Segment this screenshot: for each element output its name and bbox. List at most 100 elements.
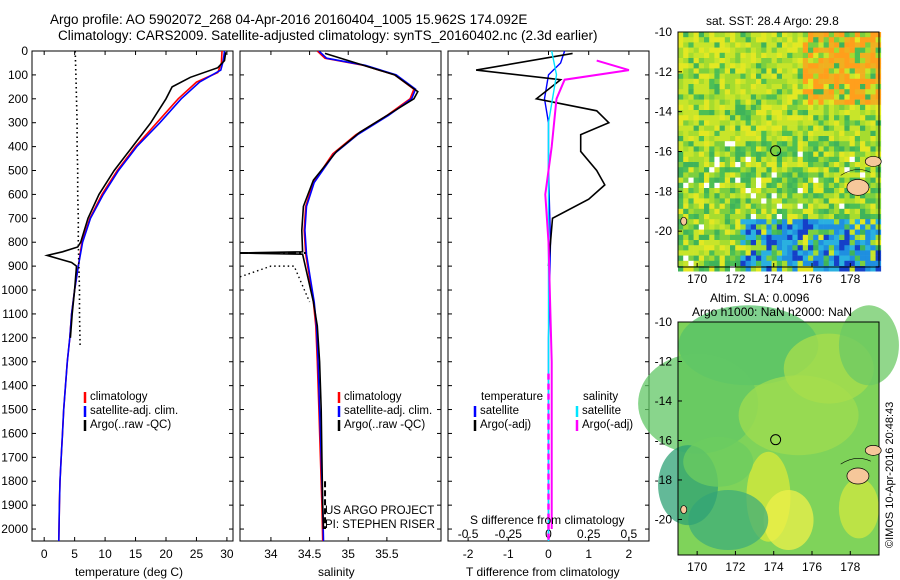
sst-cell — [860, 203, 866, 210]
sst-cell — [730, 188, 736, 194]
sst-cell — [678, 136, 684, 142]
sst-cell — [761, 245, 767, 251]
sst-cell — [709, 193, 715, 199]
sst-cell — [735, 219, 741, 225]
timestamp: ©IMOS 10-Apr-2016 20:48:43 — [884, 401, 896, 548]
sst-cell — [771, 177, 778, 184]
sst-cell — [704, 115, 710, 121]
sst-cell — [860, 172, 866, 178]
sst-cell — [854, 110, 861, 116]
sst-cell — [870, 47, 876, 54]
sst-cell — [808, 219, 814, 225]
sst-cell — [787, 84, 793, 90]
sst-cell — [719, 203, 726, 210]
sst-cell — [714, 136, 720, 142]
sst-cell — [724, 219, 731, 225]
sst-cell — [678, 42, 684, 48]
sst-cell — [813, 219, 819, 225]
sst-cell — [688, 229, 694, 236]
sst-cell — [828, 167, 835, 173]
sst-cell — [808, 63, 814, 69]
sst-cell — [834, 58, 840, 64]
sst-cell — [792, 146, 798, 152]
sst-cell — [766, 130, 772, 137]
sst-cell — [787, 167, 793, 173]
sst-cell — [818, 245, 824, 251]
sst-cell — [750, 177, 757, 184]
sst-cell — [756, 182, 762, 189]
sst-cell — [698, 172, 705, 178]
sst-cell — [839, 198, 845, 204]
sst-cell — [854, 68, 861, 74]
sst-cell — [724, 229, 731, 236]
sst-cell — [693, 94, 700, 100]
sst-cell — [776, 68, 783, 74]
sst-cell — [750, 193, 757, 199]
sst-cell — [745, 47, 752, 54]
sst-cell — [818, 234, 824, 241]
sst-cell — [854, 120, 861, 126]
sst-cell — [756, 260, 762, 267]
sst-cell — [771, 141, 778, 147]
sst-cell — [750, 234, 757, 241]
sst-cell — [834, 37, 840, 43]
sst-cell — [771, 42, 778, 48]
sst-cell — [714, 224, 720, 230]
sst-cell — [678, 162, 684, 168]
sst-cell — [797, 234, 804, 241]
sst-cell — [844, 58, 850, 64]
sst-cell — [839, 208, 845, 215]
legend-diff-sal-argo: Argo(-adj) — [582, 419, 634, 431]
sst-cell — [771, 146, 778, 152]
sst-cell — [683, 151, 689, 158]
sst-cell — [854, 214, 861, 220]
sst-cell — [839, 156, 845, 163]
sst-cell — [745, 203, 752, 210]
sst-cell — [823, 193, 830, 199]
sst-cell — [875, 120, 882, 126]
sst-cell — [693, 260, 700, 267]
sst-cell — [776, 115, 783, 121]
sst-cell — [776, 224, 783, 230]
y-tick-label: 1800 — [1, 474, 28, 488]
sst-cell — [704, 208, 710, 215]
sst-cell — [756, 89, 762, 95]
sst-cell — [730, 136, 736, 142]
sst-cell — [745, 110, 752, 116]
sst-cell — [782, 260, 788, 267]
sst-cell — [875, 146, 882, 152]
sst-cell — [823, 32, 830, 38]
sst-cell — [693, 167, 700, 173]
sst-cell — [849, 214, 856, 220]
sst-cell — [761, 266, 767, 272]
sst-cell — [683, 172, 689, 178]
sst-cell — [678, 63, 684, 69]
sst-cell — [782, 99, 788, 106]
sst-cell — [792, 162, 798, 168]
sst-cell — [761, 229, 767, 236]
sst-cell — [719, 32, 726, 38]
sst-cell — [766, 99, 772, 106]
sst-cell — [839, 214, 845, 220]
sst-cell — [771, 68, 778, 74]
sst-cell — [839, 42, 845, 48]
sst-cell — [865, 219, 871, 225]
sst-cell — [750, 240, 757, 246]
sst-cell — [678, 250, 684, 256]
map-y-tick-label: -12 — [655, 65, 673, 79]
sst-cell — [771, 63, 778, 69]
sst-cell — [704, 78, 710, 85]
sst-cell — [771, 188, 778, 194]
sst-cell — [714, 120, 720, 126]
sst-cell — [782, 32, 788, 38]
sst-cell — [745, 42, 752, 48]
sst-cell — [761, 78, 767, 85]
sst-cell — [761, 115, 767, 121]
sst-cell — [875, 219, 882, 225]
y-tick-label: 1300 — [1, 355, 28, 369]
sst-cell — [771, 78, 778, 85]
sst-cell — [776, 255, 783, 262]
sst-cell — [792, 47, 798, 54]
sst-cell — [834, 188, 840, 194]
sst-cell — [782, 172, 788, 178]
